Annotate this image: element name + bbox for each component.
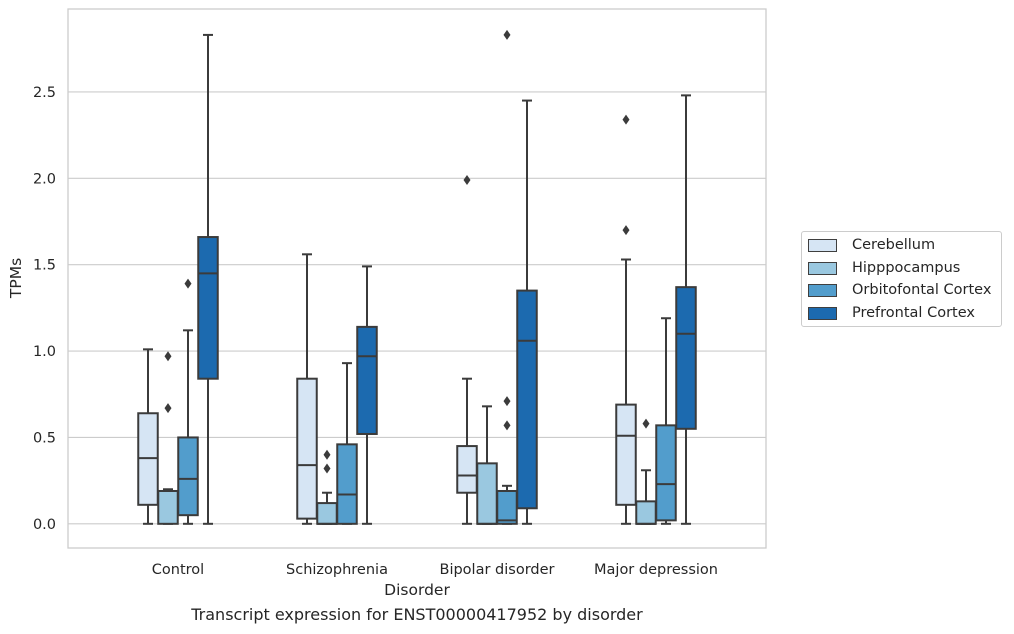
legend-label-hippocampus: Hipppocampus	[852, 260, 961, 276]
y-tick-label: 0.0	[33, 517, 56, 533]
x-tick-label: Bipolar disorder	[440, 562, 555, 578]
legend-swatch-cerebellum	[808, 238, 837, 252]
y-axis-label: TPMs	[7, 258, 25, 299]
outlier-point	[622, 114, 630, 125]
box-orbitofontal-cortex	[336, 362, 358, 525]
box-prefrontal-cortex	[516, 99, 538, 525]
outlier-point	[184, 278, 192, 289]
outlier-point	[622, 225, 630, 236]
y-tick-label: 1.0	[33, 344, 56, 360]
box-orbitofontal-cortex	[655, 317, 677, 525]
box-cerebellum	[615, 114, 637, 525]
box-prefrontal-cortex	[675, 94, 697, 525]
x-axis-label: Disorder	[384, 581, 450, 599]
x-tick-label: Control	[152, 562, 204, 578]
legend-item-prefrontal-cortex: Prefrontal Cortex	[808, 302, 975, 324]
x-tick-label: Schizophrenia	[286, 562, 388, 578]
legend-item-cerebellum: Cerebellum	[808, 234, 935, 256]
box-cerebellum	[456, 175, 478, 525]
outlier-point	[164, 403, 172, 414]
legend-swatch-hippocampus	[808, 261, 837, 275]
legend-swatch-prefrontal-cortex	[808, 306, 837, 320]
outlier-point	[503, 29, 511, 40]
y-tick-label: 2.5	[33, 85, 56, 101]
box-body	[615, 403, 637, 506]
y-tick-label: 0.5	[33, 430, 56, 446]
box-series	[137, 29, 697, 525]
outlier-point	[463, 175, 471, 186]
box-prefrontal-cortex	[356, 265, 378, 525]
box-body	[296, 377, 318, 520]
box-body	[516, 289, 538, 510]
box-body	[157, 489, 179, 525]
legend-swatch-orbitofrontal-cortex	[808, 283, 837, 297]
box-hipppocampus	[316, 449, 338, 525]
legend-label-prefrontal-cortex: Prefrontal Cortex	[852, 305, 975, 321]
figure-caption: Transcript expression for ENST0000041795…	[191, 605, 643, 624]
legend-label-cerebellum: Cerebellum	[852, 237, 936, 253]
box-body	[197, 236, 219, 380]
box-cerebellum	[296, 253, 318, 525]
box-cerebellum	[137, 348, 159, 525]
legend-item-hippocampus: Hipppocampus	[808, 257, 960, 279]
legend: Cerebellum Hipppocampus Orbitofontal Cor…	[801, 231, 1002, 327]
legend-item-orbitofrontal-cortex: Orbitofontal Cortex	[808, 279, 991, 301]
box-orbitofontal-cortex	[496, 29, 518, 525]
box-orbitofontal-cortex	[177, 278, 199, 525]
box-hipppocampus	[635, 418, 657, 525]
outlier-point	[164, 351, 172, 362]
box-body	[177, 436, 199, 517]
outlier-point	[503, 420, 511, 431]
outlier-point	[323, 449, 331, 460]
box-body	[356, 325, 378, 435]
box-body	[496, 489, 518, 525]
box-body	[655, 424, 677, 522]
y-tick-label: 2.0	[33, 171, 56, 187]
box-body	[316, 502, 338, 525]
box-prefrontal-cortex	[197, 33, 219, 525]
axes: 0.0 0.5 1.0 1.5 2.0 2.5 Control Schizophrenia Bi…	[33, 85, 718, 578]
box-body	[336, 443, 358, 525]
outlier-point	[323, 463, 331, 474]
box-body	[456, 445, 478, 494]
outlier-point	[642, 418, 650, 429]
plot-frame	[67, 8, 767, 549]
legend-label-orbitofrontal-cortex: Orbitofontal Cortex	[852, 282, 992, 298]
box-hipppocampus	[476, 405, 498, 525]
y-tick-label: 1.5	[33, 258, 56, 274]
x-tick-label: Major depression	[594, 562, 718, 578]
outlier-point	[503, 396, 511, 407]
box-body	[635, 500, 657, 525]
box-body	[675, 286, 697, 430]
box-body	[476, 462, 498, 525]
